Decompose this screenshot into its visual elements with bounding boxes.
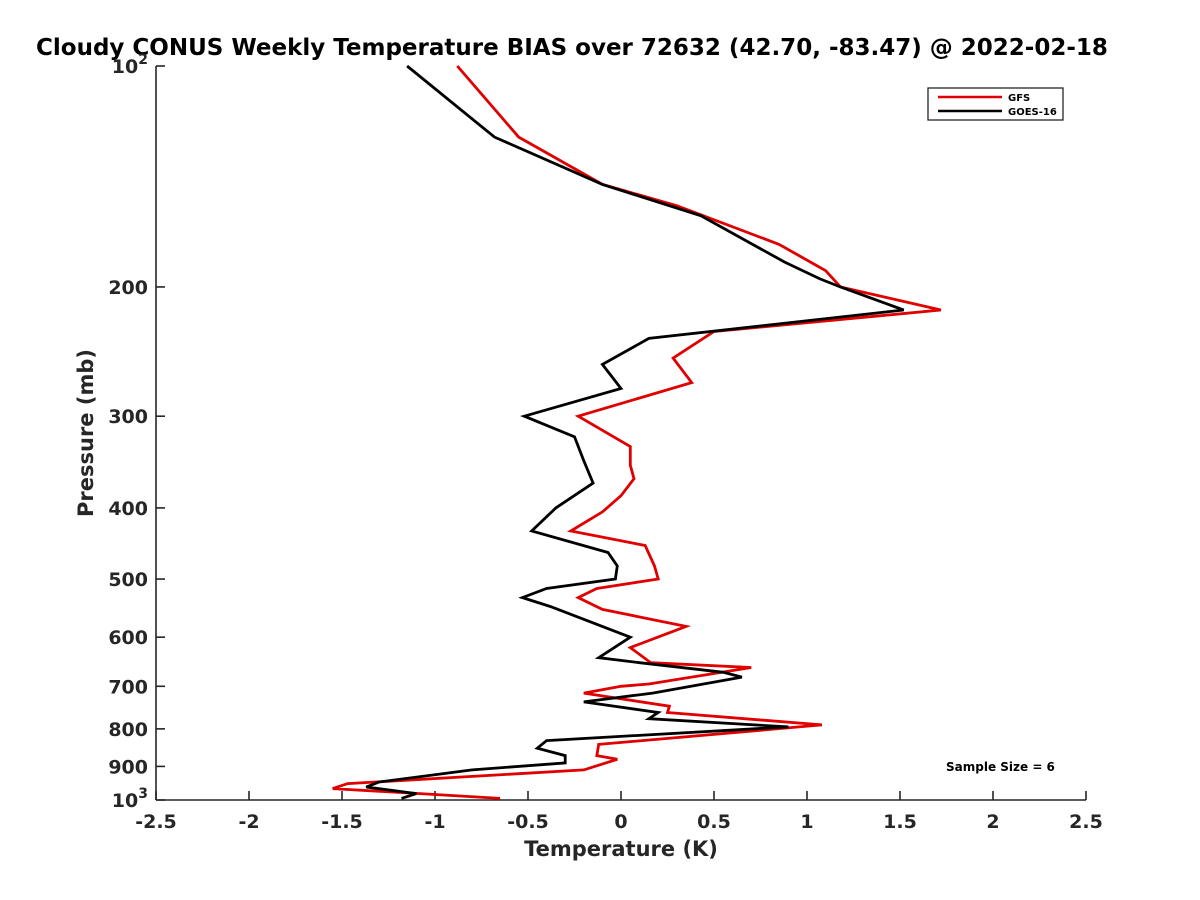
y-tick-label: 600 [108, 627, 148, 649]
x-axis-ticks: -2.5 -2 -1.5 -1 -0.5 0 0.5 1 1.5 2 2.5 [135, 791, 1103, 833]
y-tick-label: 200 [108, 277, 148, 299]
x-tick-label: 2 [986, 811, 999, 833]
y-tick-label: 102 [112, 52, 148, 78]
x-tick-label: -2.5 [135, 811, 177, 833]
y-axis-ticks: 102 200 300 400 500 600 700 800 900 103 [108, 52, 165, 812]
x-tick-label: -1.5 [321, 811, 363, 833]
series-line-gfs [332, 65, 942, 800]
y-tick-label: 400 [108, 498, 148, 520]
sample-size-annotation: Sample Size = 6 [946, 760, 1055, 774]
y-axis-label: Pressure (mb) [74, 349, 98, 517]
y-tick-label: 700 [108, 676, 148, 698]
legend-label-goes16: GOES-16 [1008, 107, 1057, 118]
y-tick-label: 900 [108, 756, 148, 778]
x-tick-label: -0.5 [507, 811, 549, 833]
legend-box [927, 87, 1064, 121]
series-line-goes16 [365, 64, 905, 800]
x-tick-label: -1 [424, 811, 445, 833]
y-tick-label: 300 [108, 406, 148, 428]
x-tick-label: 1 [800, 811, 813, 833]
x-axis-label: Temperature (K) [524, 837, 718, 861]
y-tick-label: 500 [108, 569, 148, 591]
y-tick-label: 800 [108, 719, 148, 741]
legend: GFS GOES-16 [927, 87, 1064, 121]
series-layer [332, 64, 942, 800]
legend-label-gfs: GFS [1008, 93, 1030, 104]
x-tick-label: 0 [614, 811, 627, 833]
x-tick-label: 1.5 [883, 811, 917, 833]
x-tick-label: -2 [238, 811, 259, 833]
x-tick-label: 0.5 [697, 811, 731, 833]
chart-title: Cloudy CONUS Weekly Temperature BIAS ove… [36, 35, 1108, 61]
x-tick-label: 2.5 [1069, 811, 1103, 833]
y-tick-label: 103 [112, 786, 148, 812]
